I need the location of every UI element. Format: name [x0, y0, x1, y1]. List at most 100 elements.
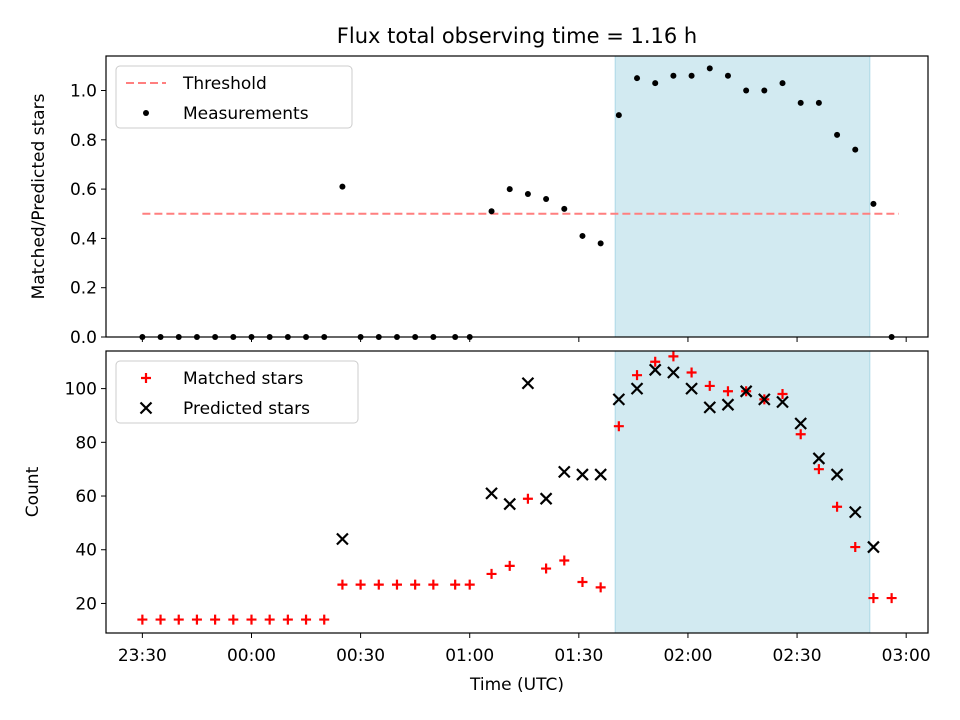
- matched-stars-point: [559, 555, 570, 566]
- matched-stars-point: [391, 579, 402, 590]
- measurements-point: [797, 99, 804, 106]
- matched-stars-point: [428, 579, 439, 590]
- matched-stars-point: [450, 579, 461, 590]
- predicted-stars-point: [648, 363, 662, 377]
- matched-stars-point: [319, 614, 330, 625]
- highlight-span: [614, 350, 871, 634]
- predicted-stars-point: [867, 540, 880, 554]
- y-tick-label: 0.4: [70, 229, 97, 249]
- measurements-point: [339, 183, 346, 190]
- matched-stars-point: [686, 367, 697, 378]
- predicted-stars-point: [539, 492, 553, 505]
- predicted-stars-point: [336, 532, 349, 546]
- measurements-point: [488, 208, 495, 215]
- predicted-stars-point: [812, 452, 826, 465]
- matched-stars-point: [813, 464, 824, 475]
- matched-stars-point: [868, 593, 879, 604]
- axes-frame: [105, 55, 929, 338]
- x-tick-label: 03:00: [882, 646, 931, 666]
- matched-stars-point: [595, 582, 606, 593]
- y-tick-label: 20: [75, 594, 97, 614]
- y-tick-label: 1.0: [70, 82, 97, 102]
- predicted-stars-point: [739, 385, 753, 398]
- matched-stars-point: [704, 380, 715, 391]
- measurements-point: [815, 99, 822, 106]
- legend: Threshold Measurements: [115, 65, 353, 129]
- measurements-point: [615, 112, 622, 119]
- matched-stars-point: [355, 579, 366, 590]
- matched-stars-point: [486, 568, 497, 579]
- predicted-stars-point: [721, 398, 735, 411]
- x-tick-label: 01:30: [554, 646, 603, 666]
- x-tick-label: 00:00: [227, 646, 276, 666]
- measurements-point: [724, 72, 731, 79]
- y-tick-label: 40: [75, 541, 97, 561]
- matched-stars-point: [191, 614, 202, 625]
- matched-stars-point: [795, 429, 806, 440]
- y-tick-label: 80: [75, 433, 97, 453]
- matched-stars-point: [886, 593, 897, 604]
- measurements-point: [652, 80, 659, 87]
- predicted-stars-point: [758, 393, 771, 406]
- predicted-stars-point: [776, 395, 789, 409]
- axes-frame: [105, 350, 929, 634]
- matched-stars-point: [282, 614, 293, 625]
- chart-title: Flux total observing time = 1.16 h: [337, 24, 697, 48]
- predicted-stars-point: [503, 497, 517, 511]
- predicted-stars-point: [685, 382, 698, 395]
- measurements-point: [852, 146, 859, 153]
- predicted-stars-point: [794, 417, 807, 430]
- x-tick-label: 01:00: [445, 646, 494, 666]
- y-tick-label: 100: [65, 380, 97, 400]
- matched-stars-point: [577, 576, 588, 587]
- matched-stars-point: [173, 614, 184, 625]
- predicted-stars-point: [630, 382, 644, 395]
- measurements-point: [779, 80, 786, 87]
- matched-stars-point: [264, 614, 275, 625]
- measurements-point: [634, 75, 641, 82]
- measurements-point: [561, 205, 568, 212]
- y-axis-label: Matched/Predicted stars: [29, 93, 49, 299]
- matched-stars-point: [137, 614, 148, 625]
- predicted-stars-point: [848, 505, 862, 519]
- legend-swatch-measurements: [143, 110, 149, 116]
- x-tick-label: 23:30: [118, 646, 167, 666]
- measurements-point: [597, 240, 604, 247]
- matched-stars-point: [210, 614, 221, 625]
- matched-stars-point: [632, 370, 643, 381]
- predicted-stars-point: [576, 468, 589, 481]
- measurements-point: [670, 72, 677, 79]
- measurements-point: [706, 65, 713, 72]
- matched-stars-point: [722, 386, 733, 397]
- matched-stars-point: [522, 493, 533, 504]
- matched-stars-point: [668, 351, 679, 362]
- measurements-point: [761, 87, 768, 94]
- measurements-point: [743, 87, 750, 94]
- predicted-stars-point: [521, 376, 535, 390]
- legend: Matched stars Predicted stars: [115, 360, 359, 424]
- x-axis-label: Time (UTC): [469, 675, 564, 695]
- measurements-point: [870, 200, 877, 207]
- highlight-span: [614, 55, 871, 338]
- matched-stars-point: [650, 356, 661, 367]
- matched-stars-point: [850, 542, 861, 553]
- y-axis-label: Count: [23, 466, 43, 517]
- legend-label-threshold: Threshold: [182, 74, 267, 94]
- legend-label-measurements: Measurements: [183, 104, 309, 124]
- y-tick-label: 0.2: [70, 279, 97, 299]
- matched-stars-point: [337, 579, 348, 590]
- legend-label-predicted-stars: Predicted stars: [183, 399, 310, 419]
- x-tick-label: 02:00: [663, 646, 712, 666]
- x-tick-label: 00:30: [336, 646, 385, 666]
- matched-stars-point: [228, 614, 239, 625]
- predicted-stars-point: [594, 468, 607, 481]
- predicted-stars-point: [485, 487, 498, 500]
- matched-stars-point: [373, 579, 384, 590]
- top-panel-ratio: 0.0 0.2 0.4 0.6 0.8 1.0 Flux total observing t…: [29, 24, 929, 348]
- matched-stars-point: [410, 579, 421, 590]
- matched-stars-point: [246, 614, 257, 625]
- measurements-point: [579, 232, 586, 239]
- matched-stars-point: [301, 614, 312, 625]
- legend-swatch-matched-stars: [141, 373, 151, 383]
